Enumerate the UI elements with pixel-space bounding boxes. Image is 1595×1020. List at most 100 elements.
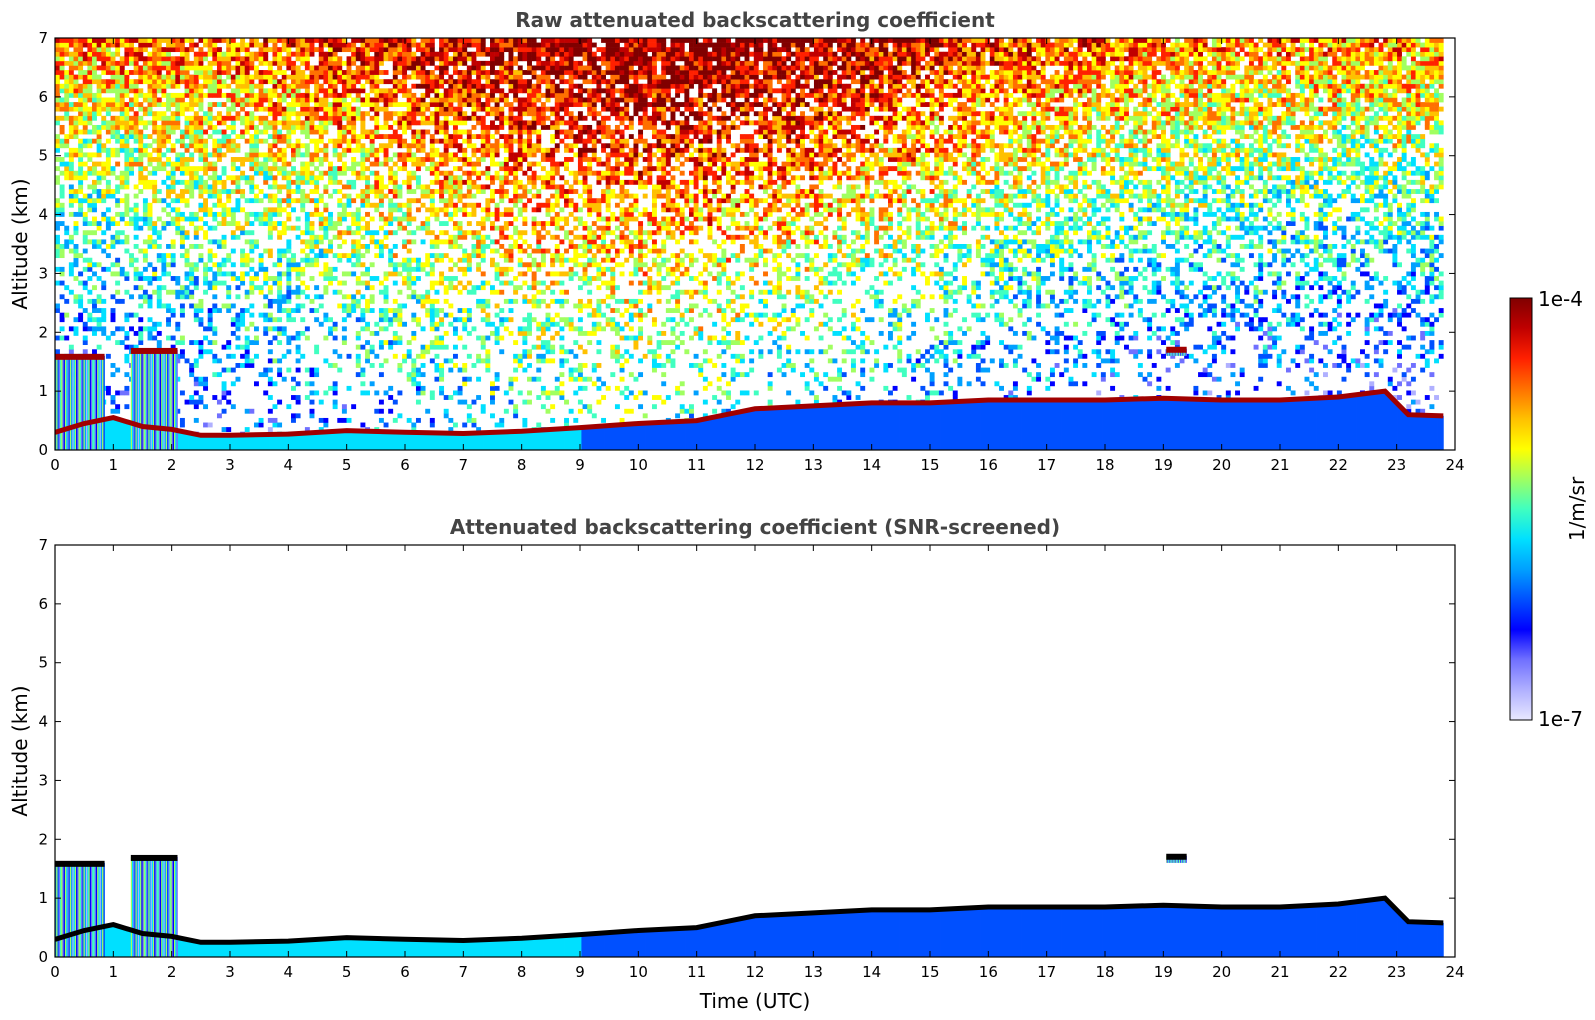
noise-pixel	[559, 390, 565, 396]
noise-pixel	[82, 280, 88, 286]
noise-pixel	[536, 83, 542, 89]
noise-pixel	[230, 262, 236, 268]
noise-pixel	[429, 179, 435, 185]
noise-pixel	[138, 170, 144, 176]
noise-pixel	[161, 74, 167, 80]
noise-pixel	[420, 134, 426, 140]
noise-pixel	[411, 120, 417, 126]
noise-pixel	[82, 308, 88, 313]
noise-pixel	[212, 92, 218, 98]
noise-pixel	[513, 175, 519, 181]
noise-pixel	[286, 280, 292, 286]
noise-pixel	[249, 166, 255, 172]
noise-pixel	[198, 124, 204, 130]
noise-pixel	[92, 106, 97, 112]
noise-pixel	[291, 111, 296, 117]
noise-pixel	[397, 111, 403, 117]
noise-pixel	[452, 184, 458, 190]
noise-pixel	[59, 266, 65, 272]
noise-pixel	[309, 262, 315, 268]
noise-pixel	[383, 184, 389, 190]
noise-pixel	[166, 211, 171, 217]
noise-pixel	[360, 280, 366, 286]
noise-pixel	[129, 326, 134, 332]
noise-pixel	[73, 42, 79, 48]
noise-pixel	[545, 92, 551, 98]
noise-pixel	[230, 248, 236, 254]
noise-pixel	[314, 92, 320, 98]
noise-pixel	[73, 198, 79, 204]
noise-pixel	[267, 74, 273, 80]
noise-pixel	[226, 367, 232, 373]
noise-pixel	[439, 74, 445, 80]
noise-pixel	[124, 207, 130, 213]
noise-pixel	[508, 124, 514, 130]
noise-pixel	[212, 303, 218, 309]
noise-pixel	[235, 166, 241, 172]
noise-pixel	[184, 124, 190, 130]
noise-pixel	[360, 372, 366, 378]
noise-pixel	[490, 289, 495, 295]
noise-pixel	[466, 115, 472, 121]
noise-pixel	[480, 129, 486, 135]
noise-pixel	[550, 404, 556, 410]
noise-pixel	[277, 285, 283, 291]
noise-pixel	[235, 92, 241, 98]
noise-pixel	[221, 381, 227, 387]
noise-pixel	[540, 298, 546, 304]
noise-pixel	[59, 106, 65, 112]
noise-pixel	[434, 111, 440, 117]
noise-pixel	[184, 358, 190, 364]
noise-pixel	[179, 166, 185, 172]
noise-pixel	[503, 70, 509, 75]
noise-pixel	[397, 38, 403, 43]
noise-pixel	[490, 51, 495, 57]
noise-pixel	[406, 417, 412, 423]
noise-pixel	[59, 335, 65, 341]
noise-pixel	[490, 152, 495, 158]
noise-pixel	[277, 60, 283, 66]
noise-pixel	[494, 51, 500, 57]
noise-pixel	[508, 376, 514, 382]
noise-pixel	[476, 97, 482, 103]
noise-pixel	[476, 335, 482, 341]
noise-pixel	[452, 390, 458, 396]
noise-pixel	[448, 88, 454, 94]
noise-pixel	[508, 266, 514, 272]
noise-pixel	[522, 138, 528, 144]
noise-pixel	[216, 152, 222, 158]
noise-pixel	[235, 42, 241, 48]
noise-pixel	[360, 111, 366, 117]
noise-pixel	[175, 115, 181, 121]
noise-pixel	[82, 266, 88, 272]
noise-pixel	[115, 298, 121, 304]
noise-pixel	[124, 42, 130, 48]
noise-pixel	[212, 124, 218, 130]
noise-pixel	[471, 399, 477, 405]
noise-pixel	[485, 79, 491, 85]
noise-pixel	[522, 239, 528, 245]
noise-pixel	[189, 106, 195, 112]
noise-pixel	[314, 83, 320, 89]
noise-pixel	[59, 42, 65, 48]
noise-pixel	[415, 257, 421, 263]
noise-pixel	[355, 74, 361, 80]
noise-pixel	[420, 111, 426, 117]
noise-pixel	[179, 285, 185, 291]
noise-pixel	[156, 340, 162, 346]
noise-pixel	[374, 102, 380, 107]
noise-pixel	[304, 239, 310, 245]
noise-pixel	[341, 340, 347, 346]
noise-pixel	[448, 179, 454, 185]
noise-pixel	[138, 38, 144, 43]
noise-pixel	[115, 221, 121, 226]
noise-pixel	[522, 189, 528, 194]
noise-pixel	[314, 88, 320, 94]
noise-pixel	[226, 340, 232, 346]
noise-pixel	[513, 216, 519, 222]
noise-pixel	[281, 83, 287, 89]
noise-pixel	[152, 198, 158, 204]
noise-pixel	[522, 280, 528, 286]
noise-pixel	[124, 404, 130, 410]
noise-pixel	[323, 230, 329, 236]
